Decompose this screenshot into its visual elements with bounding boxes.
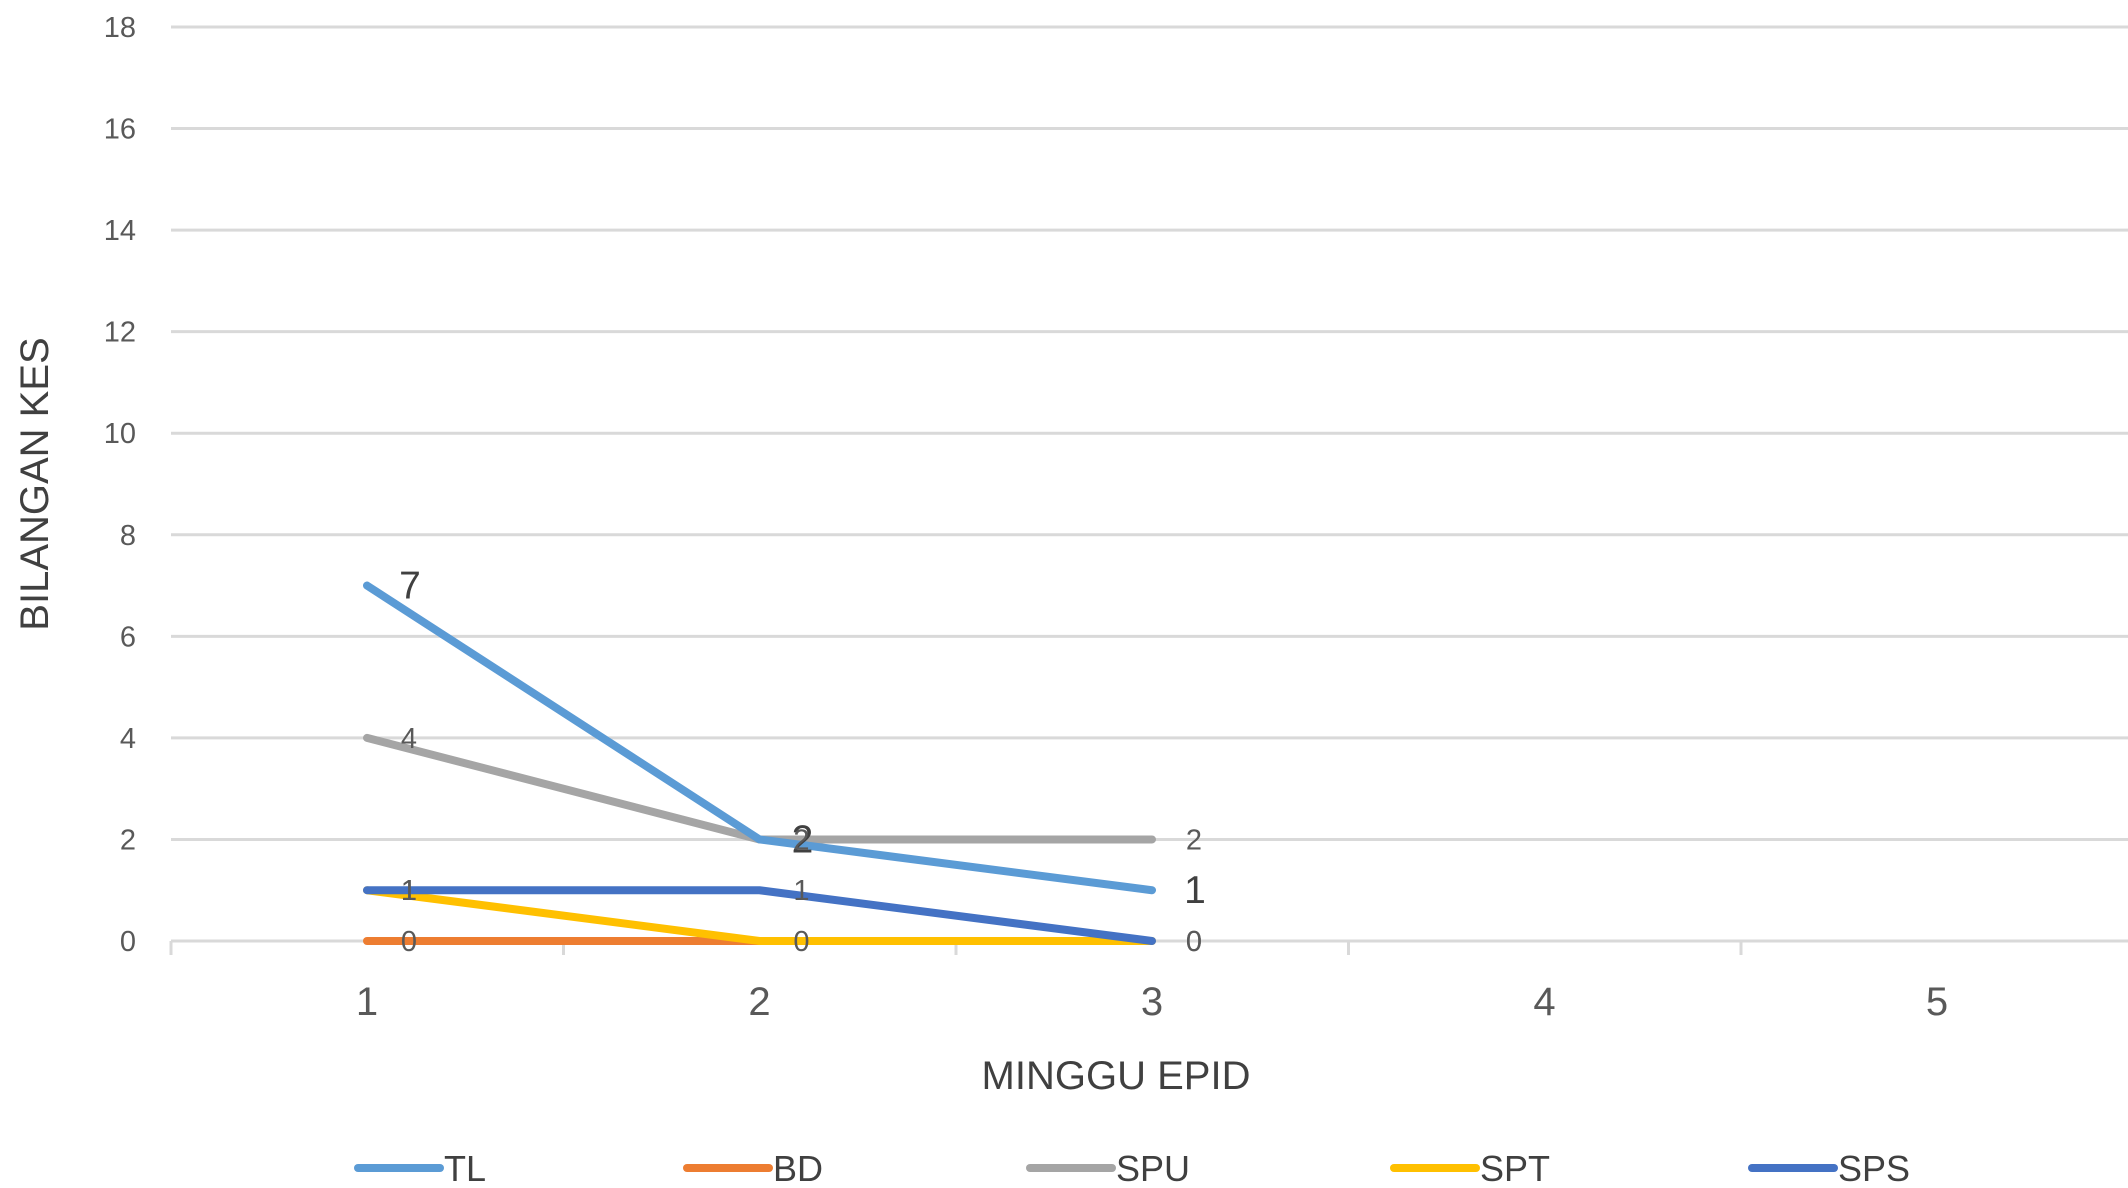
- y-tick-label: 8: [120, 520, 136, 552]
- legend: TL BD SPU SPT SPS: [354, 1148, 1910, 1188]
- data-label-spt: 0: [793, 926, 809, 958]
- y-tick-label: 0: [120, 926, 136, 958]
- data-label-spt: 1: [401, 875, 417, 907]
- x-tick-label: 3: [1141, 980, 1163, 1024]
- legend-label-spu: SPU: [1116, 1148, 1190, 1188]
- y-tick-label: 14: [104, 215, 136, 247]
- y-axis-title: BILANGAN KES: [13, 337, 57, 630]
- legend-label-bd: BD: [773, 1148, 823, 1188]
- data-label-sps: 1: [793, 875, 809, 907]
- y-tick-label: 2: [120, 824, 136, 856]
- data-label-tl: 1: [1184, 869, 1206, 912]
- data-label-spt: 0: [1186, 926, 1202, 958]
- gridlines: [171, 25, 2128, 841]
- x-tick-label: 2: [748, 980, 770, 1024]
- series-line-spt: [363, 886, 1156, 945]
- y-tick-label: 6: [120, 621, 136, 653]
- data-label-sps: 0: [1186, 926, 1202, 958]
- legend-label-tl: TL: [444, 1148, 486, 1188]
- series-lines: [363, 581, 1156, 945]
- y-tick-label: 4: [120, 723, 136, 755]
- data-label-tl: 7: [399, 565, 421, 608]
- y-axis-ticks: 0 2 4 6 8 10 12 14 16 18: [104, 12, 136, 958]
- x-axis-ticks: 1 2 3 4 5: [356, 980, 1948, 1024]
- series-line-spu: [363, 733, 1156, 844]
- data-label-spu: 2: [1186, 824, 1202, 856]
- y-tick-label: 10: [104, 418, 136, 450]
- y-tick-label: 16: [104, 114, 136, 146]
- y-tick-label: 12: [104, 317, 136, 349]
- data-label-tl: 2: [792, 818, 814, 861]
- x-tick-label: 4: [1533, 980, 1555, 1024]
- data-label-sps: 1: [401, 875, 417, 907]
- x-tick-label: 5: [1926, 980, 1948, 1024]
- data-label-bd: 0: [401, 926, 417, 958]
- series-line-sps: [363, 886, 1156, 945]
- y-tick-label: 18: [104, 12, 136, 44]
- series-line-tl: [363, 581, 1156, 895]
- data-label-spu: 2: [793, 824, 809, 856]
- legend-label-spt: SPT: [1480, 1148, 1550, 1188]
- x-tick-label: 1: [356, 980, 378, 1024]
- x-axis-title: MINGGU EPID: [982, 1054, 1251, 1098]
- legend-label-sps: SPS: [1838, 1148, 1910, 1188]
- data-label-spu: 4: [401, 723, 417, 755]
